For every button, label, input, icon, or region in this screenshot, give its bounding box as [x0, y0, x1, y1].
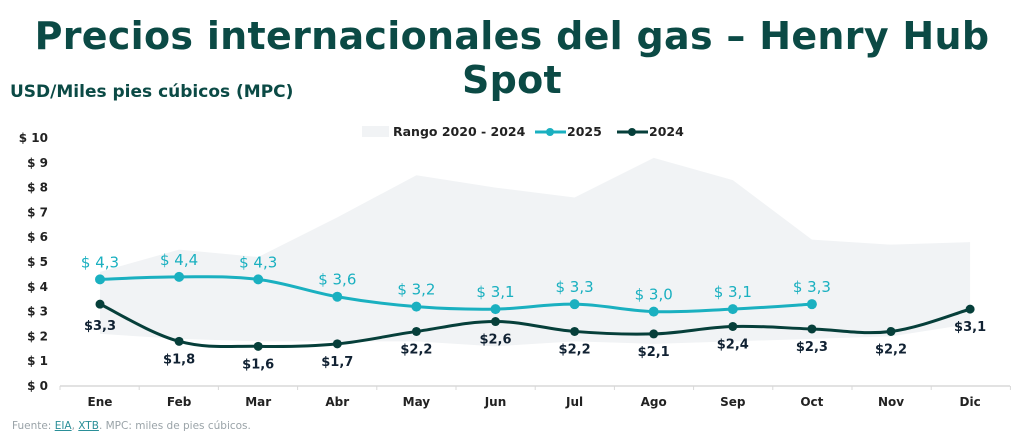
legend-marker-2024	[628, 128, 636, 136]
data-point-2025	[95, 274, 105, 285]
y-tick-label: $ 7	[27, 205, 48, 219]
data-point-2024	[332, 339, 342, 349]
legend-label-2024: 2024	[649, 124, 684, 139]
footer-prefix: Fuente:	[12, 420, 55, 432]
data-label-2024: $3,3	[84, 319, 116, 334]
y-tick-label: $ 0	[27, 379, 48, 393]
x-tick-label: Ene	[88, 395, 113, 409]
data-point-2024	[253, 341, 263, 351]
data-label-2025: $ 3,6	[318, 271, 356, 289]
data-point-2024	[95, 299, 105, 309]
data-point-2025	[174, 271, 185, 282]
data-label-2024: $2,3	[796, 340, 828, 355]
data-point-2024	[174, 336, 184, 346]
data-label-2024: $1,8	[163, 352, 195, 367]
data-point-2024	[886, 326, 896, 336]
y-tick-label: $ 4	[27, 280, 48, 294]
source-link-xtb[interactable]: XTB	[78, 420, 99, 432]
data-label-2024: $2,2	[559, 342, 591, 357]
y-tick-label: $ 6	[27, 230, 48, 244]
data-point-2024	[649, 329, 659, 339]
chart-title: Precios internacionales del gas – Henry …	[34, 14, 990, 102]
data-point-2024	[570, 326, 580, 336]
data-label-2025: $ 3,2	[397, 281, 435, 299]
footer-suffix: . MPC: miles de pies cúbicos.	[98, 420, 251, 432]
y-tick-label: $ 2	[27, 329, 48, 343]
range-area	[100, 157, 971, 347]
y-tick-label: $ 3	[27, 305, 48, 319]
chart-subtitle: USD/Miles pies cúbicos (MPC)	[10, 82, 294, 102]
y-tick-label: $ 1	[27, 354, 48, 368]
data-label-2024: $2,2	[875, 342, 907, 357]
data-point-2024	[411, 326, 421, 336]
legend-label-range: Rango 2020 - 2024	[393, 124, 526, 139]
x-tick-label: Feb	[167, 395, 192, 409]
data-label-2024: $2,1	[638, 345, 670, 360]
data-point-2024	[728, 321, 738, 331]
footer-sep: ,	[71, 420, 79, 432]
data-label-2024: $2,4	[717, 337, 749, 352]
source-footer: Fuente: EIA, XTB. MPC: miles de pies cúb…	[12, 420, 251, 432]
data-label-2025: $ 3,3	[556, 278, 594, 296]
x-tick-label: Nov	[878, 395, 904, 409]
x-tick-label: Ago	[641, 395, 667, 409]
x-tick-label: Abr	[325, 395, 349, 409]
data-point-2025	[253, 274, 264, 285]
legend-label-2025: 2025	[567, 124, 602, 139]
x-tick-label: Jul	[565, 395, 583, 409]
x-tick-label: Dic	[960, 395, 981, 409]
legend-swatch-range	[362, 126, 389, 137]
y-tick-label: $ 8	[27, 181, 48, 195]
data-point-2025	[648, 306, 659, 317]
data-label-2024: $1,6	[242, 357, 274, 372]
y-tick-label: $ 10	[19, 131, 48, 145]
x-tick-label: May	[403, 395, 431, 409]
data-point-2024	[965, 304, 975, 314]
data-label-2024: $2,2	[400, 342, 432, 357]
data-label-2025: $ 3,3	[793, 278, 831, 296]
data-label-2025: $ 4,3	[81, 253, 119, 271]
data-label-2025: $ 3,1	[714, 283, 752, 301]
x-tick-label: Oct	[800, 395, 823, 409]
y-tick-label: $ 9	[27, 156, 48, 170]
data-point-2025	[490, 304, 501, 315]
data-label-2025: $ 4,4	[160, 251, 198, 269]
data-point-2025	[411, 301, 422, 312]
data-point-2024	[491, 317, 500, 327]
source-link-eia[interactable]: EIA	[54, 420, 72, 432]
data-point-2025	[727, 304, 738, 315]
data-label-2025: $ 3,0	[635, 286, 673, 304]
legend-marker-2025	[546, 128, 554, 136]
line-series-2024	[99, 302, 971, 349]
data-label-2024: $3,1	[954, 320, 986, 335]
x-tick-label: Jun	[484, 395, 507, 409]
data-point-2024	[807, 324, 817, 334]
data-label-2025: $ 3,1	[476, 283, 514, 301]
y-tick-label: $ 5	[27, 255, 48, 269]
x-tick-label: Sep	[720, 395, 746, 409]
line-series-2025	[99, 275, 812, 314]
data-label-2024: $2,6	[479, 333, 511, 348]
x-tick-label: Mar	[245, 395, 271, 409]
data-point-2025	[806, 299, 817, 310]
data-point-2025	[569, 299, 580, 310]
data-label-2024: $1,7	[321, 355, 353, 370]
data-label-2025: $ 4,3	[239, 253, 277, 271]
data-point-2025	[332, 291, 343, 302]
